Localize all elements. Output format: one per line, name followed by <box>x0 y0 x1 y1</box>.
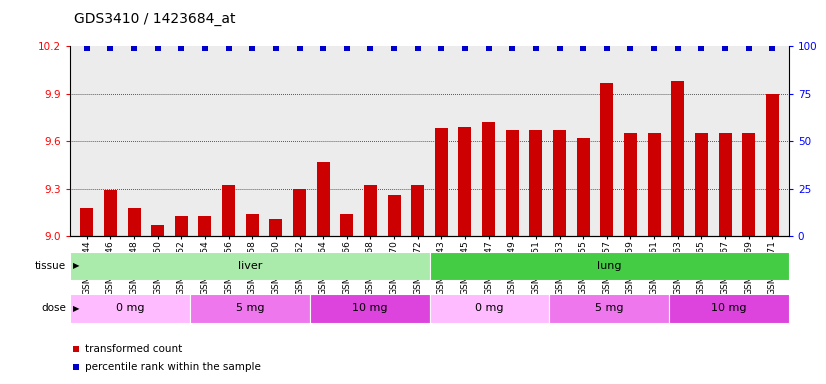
Bar <box>695 133 708 236</box>
Point <box>482 45 496 51</box>
Text: 10 mg: 10 mg <box>352 303 387 313</box>
Bar <box>387 195 401 236</box>
Bar <box>529 130 543 236</box>
Bar <box>245 214 259 236</box>
Point <box>80 45 93 51</box>
Bar <box>190 294 310 323</box>
Point <box>506 45 519 51</box>
Point <box>222 45 235 51</box>
Text: 5 mg: 5 mg <box>235 303 264 313</box>
Point <box>434 45 448 51</box>
Point <box>127 45 140 51</box>
Point <box>529 45 543 51</box>
Text: 10 mg: 10 mg <box>711 303 747 313</box>
Bar <box>549 294 669 323</box>
Text: 0 mg: 0 mg <box>116 303 145 313</box>
Bar <box>577 138 590 236</box>
Point <box>624 45 637 51</box>
Text: ▶: ▶ <box>73 304 79 313</box>
Bar <box>648 133 661 236</box>
Bar <box>340 214 354 236</box>
Point <box>151 45 164 51</box>
Text: liver: liver <box>238 261 262 271</box>
Text: ▶: ▶ <box>73 262 79 270</box>
Point <box>648 45 661 51</box>
Bar <box>127 208 140 236</box>
Bar <box>719 133 732 236</box>
Bar <box>672 81 684 236</box>
Point <box>695 45 708 51</box>
Bar <box>70 294 190 323</box>
Point <box>69 346 83 352</box>
Point <box>411 45 425 51</box>
Point <box>340 45 354 51</box>
Point <box>742 45 755 51</box>
Text: percentile rank within the sample: percentile rank within the sample <box>84 362 260 372</box>
Bar <box>269 219 282 236</box>
Point <box>198 45 211 51</box>
Text: GDS3410 / 1423684_at: GDS3410 / 1423684_at <box>74 12 236 25</box>
Bar <box>601 83 614 236</box>
Point <box>601 45 614 51</box>
Bar <box>482 122 495 236</box>
Bar <box>70 252 430 280</box>
Bar <box>222 185 235 236</box>
Point <box>245 45 259 51</box>
Point <box>316 45 330 51</box>
Bar <box>175 215 188 236</box>
Bar <box>151 225 164 236</box>
Bar <box>293 189 306 236</box>
Bar <box>624 133 637 236</box>
Bar <box>434 129 448 236</box>
Text: lung: lung <box>597 261 621 271</box>
Bar <box>198 215 211 236</box>
Point <box>293 45 306 51</box>
Bar <box>364 185 377 236</box>
Text: dose: dose <box>41 303 66 313</box>
Text: 0 mg: 0 mg <box>475 303 504 313</box>
Bar <box>310 294 430 323</box>
Point <box>458 45 472 51</box>
Point <box>363 45 377 51</box>
Bar <box>553 130 566 236</box>
Bar <box>506 130 519 236</box>
Point <box>719 45 732 51</box>
Bar <box>80 208 93 236</box>
Text: 5 mg: 5 mg <box>595 303 624 313</box>
Bar <box>742 133 755 236</box>
Point <box>387 45 401 51</box>
Bar <box>430 252 789 280</box>
Point <box>104 45 117 51</box>
Point <box>69 364 83 370</box>
Point <box>577 45 590 51</box>
Bar <box>316 162 330 236</box>
Bar <box>766 94 779 236</box>
Point <box>269 45 282 51</box>
Bar <box>458 127 472 236</box>
Bar <box>669 294 789 323</box>
Point <box>766 45 779 51</box>
Text: transformed count: transformed count <box>84 344 182 354</box>
Point <box>175 45 188 51</box>
Bar <box>411 185 425 236</box>
Point <box>671 45 684 51</box>
Bar <box>104 190 117 236</box>
Text: tissue: tissue <box>35 261 66 271</box>
Bar <box>430 294 549 323</box>
Point <box>553 45 566 51</box>
